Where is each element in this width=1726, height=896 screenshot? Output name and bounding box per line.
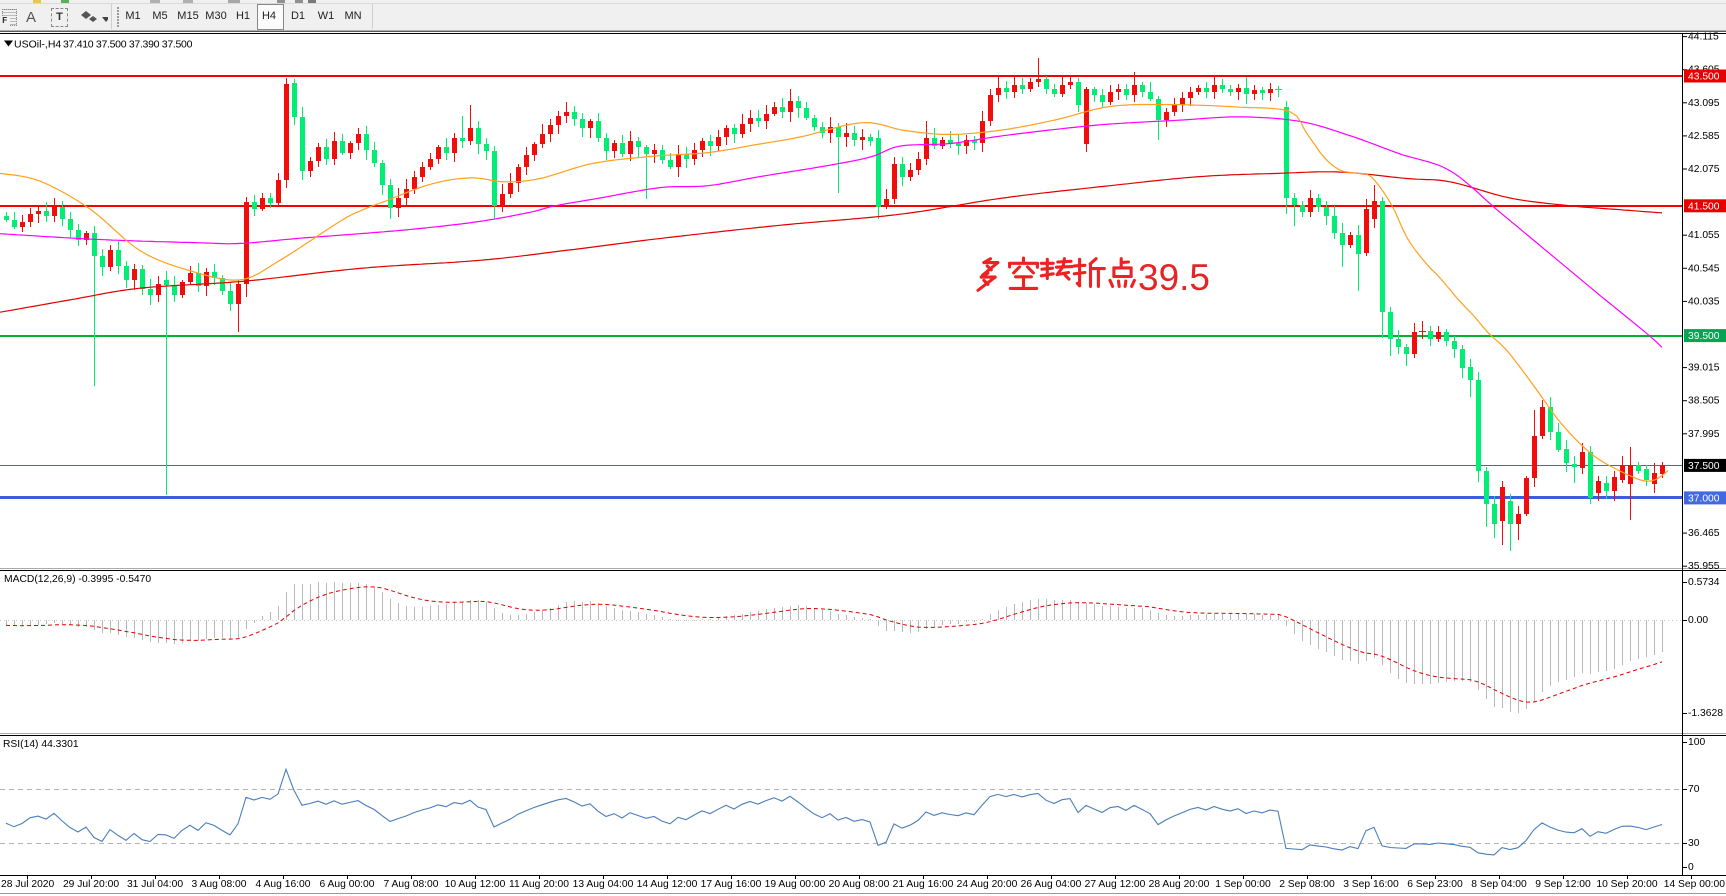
- svg-text:31 Jul 04:00: 31 Jul 04:00: [127, 879, 183, 890]
- svg-text:10 Aug 12:00: 10 Aug 12:00: [445, 879, 506, 890]
- svg-text:37.410 37.500 37.390 37.500: 37.410 37.500 37.390 37.500: [63, 39, 193, 51]
- svg-text:20 Aug 08:00: 20 Aug 08:00: [829, 879, 890, 890]
- svg-text:35.955: 35.955: [1688, 561, 1720, 572]
- svg-text:0: 0: [1688, 862, 1694, 873]
- svg-text:3 Aug 08:00: 3 Aug 08:00: [192, 879, 247, 890]
- svg-text:43.500: 43.500: [1688, 72, 1720, 83]
- svg-text:38.505: 38.505: [1688, 396, 1720, 407]
- svg-text:100: 100: [1688, 737, 1705, 748]
- svg-text:RSI(14) 44.3301: RSI(14) 44.3301: [3, 739, 79, 750]
- svg-text:37.995: 37.995: [1688, 429, 1720, 440]
- svg-text:21 Aug 16:00: 21 Aug 16:00: [893, 879, 954, 890]
- svg-text:14 Aug 12:00: 14 Aug 12:00: [637, 879, 698, 890]
- svg-text:41.500: 41.500: [1688, 201, 1720, 212]
- svg-text:17 Aug 16:00: 17 Aug 16:00: [701, 879, 762, 890]
- svg-text:40.545: 40.545: [1688, 263, 1720, 274]
- svg-text:40.035: 40.035: [1688, 296, 1720, 307]
- svg-text:USOil-,H4: USOil-,H4: [14, 39, 61, 51]
- svg-text:41.055: 41.055: [1688, 230, 1720, 241]
- svg-text:6 Sep 23:00: 6 Sep 23:00: [1407, 879, 1463, 890]
- svg-text:3 Sep 16:00: 3 Sep 16:00: [1343, 879, 1399, 890]
- svg-text:39.015: 39.015: [1688, 363, 1720, 374]
- svg-text:44.115: 44.115: [1688, 32, 1719, 43]
- svg-text:2 Sep 08:00: 2 Sep 08:00: [1279, 879, 1335, 890]
- svg-text:27 Aug 12:00: 27 Aug 12:00: [1085, 879, 1146, 890]
- svg-text:37.000: 37.000: [1688, 493, 1720, 504]
- svg-text:4 Aug 16:00: 4 Aug 16:00: [256, 879, 311, 890]
- svg-text:0.5734: 0.5734: [1688, 577, 1720, 588]
- svg-text:13 Aug 04:00: 13 Aug 04:00: [573, 879, 634, 890]
- svg-text:7 Aug 08:00: 7 Aug 08:00: [384, 879, 439, 890]
- svg-text:42.585: 42.585: [1688, 131, 1720, 142]
- svg-text:39.5: 39.5: [1138, 257, 1210, 298]
- svg-text:6 Aug 00:00: 6 Aug 00:00: [320, 879, 375, 890]
- svg-text:70: 70: [1688, 784, 1700, 795]
- svg-text:14 Sep 00:00: 14 Sep 00:00: [1664, 879, 1726, 890]
- svg-text:37.500: 37.500: [1688, 461, 1720, 472]
- svg-text:24 Aug 20:00: 24 Aug 20:00: [957, 879, 1018, 890]
- svg-text:43.095: 43.095: [1688, 98, 1720, 109]
- svg-text:39.500: 39.500: [1688, 331, 1720, 342]
- svg-text:1 Sep 00:00: 1 Sep 00:00: [1215, 879, 1271, 890]
- svg-text:26 Aug 04:00: 26 Aug 04:00: [1021, 879, 1082, 890]
- svg-text:0.00: 0.00: [1688, 615, 1708, 626]
- svg-text:28 Aug 20:00: 28 Aug 20:00: [1149, 879, 1210, 890]
- svg-text:8 Sep 04:00: 8 Sep 04:00: [1471, 879, 1527, 890]
- svg-text:10 Sep 20:00: 10 Sep 20:00: [1596, 879, 1658, 890]
- svg-text:29 Jul 20:00: 29 Jul 20:00: [63, 879, 119, 890]
- svg-text:11 Aug 20:00: 11 Aug 20:00: [509, 879, 569, 890]
- svg-text:MACD(12,26,9) -0.3995 -0.5470: MACD(12,26,9) -0.3995 -0.5470: [4, 574, 151, 585]
- svg-text:36.465: 36.465: [1688, 528, 1720, 539]
- svg-text:30: 30: [1688, 838, 1700, 849]
- svg-text:28 Jul 2020: 28 Jul 2020: [1, 879, 55, 890]
- svg-text:19 Aug 00:00: 19 Aug 00:00: [765, 879, 826, 890]
- svg-text:9 Sep 12:00: 9 Sep 12:00: [1535, 879, 1591, 890]
- svg-text:-1.3628: -1.3628: [1688, 708, 1723, 719]
- svg-text:42.075: 42.075: [1688, 164, 1720, 175]
